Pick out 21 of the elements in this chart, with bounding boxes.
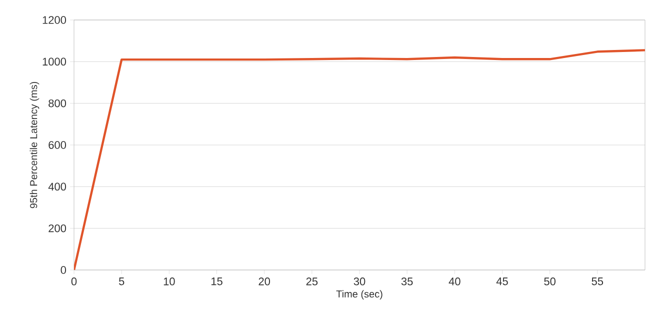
x-tick-label: 10 (164, 278, 175, 286)
x-tick-label: 45 (496, 278, 508, 286)
x-tick-label: 50 (544, 278, 556, 286)
y-tick-label: 600 (48, 141, 66, 149)
x-tick-label: 35 (401, 278, 413, 286)
y-tick-label: 800 (48, 99, 66, 108)
y-axis-title: 95th Percentile Latency (ms) (30, 82, 40, 208)
x-tick-label: 55 (592, 278, 604, 286)
y-tick-label: 400 (48, 182, 66, 191)
x-tick-label: 30 (354, 278, 366, 286)
x-tick-label: 25 (306, 278, 318, 286)
x-tick-label: 20 (258, 278, 270, 286)
x-axis-title: Time (sec) (336, 290, 382, 300)
x-tick-label: 0 (71, 278, 77, 286)
y-tick-label: 0 (60, 266, 66, 274)
y-tick-label: 1200 (42, 16, 66, 24)
y-tick-label: 200 (48, 224, 66, 232)
x-tick-label: 40 (448, 278, 460, 286)
x-tick-label: 15 (211, 278, 222, 286)
x-tick-label: 5 (118, 278, 124, 286)
y-tick-label: 1000 (42, 58, 66, 66)
